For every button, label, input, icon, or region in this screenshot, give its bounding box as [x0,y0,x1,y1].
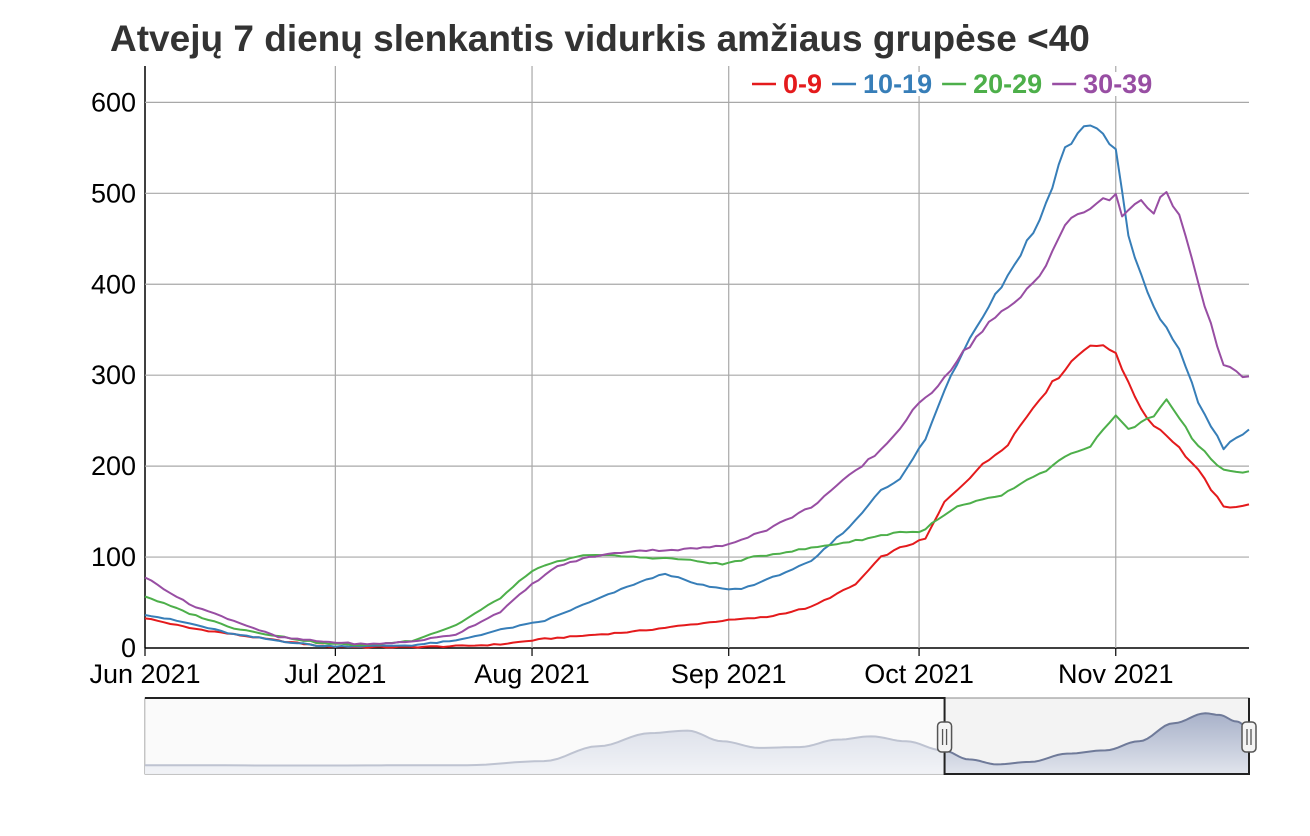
series-line-20-29 [144,398,1250,647]
series-line-0-9 [144,344,1250,649]
series-lines [144,124,1250,649]
y-tick-label: 0 [121,633,136,663]
legend-background [748,72,1245,96]
navigator-unselected-mask [145,698,945,774]
legend-label: 0-9 [783,69,822,99]
x-tick-label: Oct 2021 [864,659,974,689]
range-navigator[interactable] [144,697,1257,775]
x-tick-label: Aug 2021 [474,659,590,689]
x-axis: Jun 2021 Jul 2021 Aug 2021 Sep 2021 Oct 2021… [89,648,1174,689]
x-tick-label: Sep 2021 [671,659,787,689]
legend[interactable]: 0-9 10-19 20-29 30-39 [748,69,1245,99]
x-tick-label: Jun 2021 [89,659,200,689]
navigator-handle-left[interactable] [936,721,953,753]
series-line-10-19 [144,124,1250,648]
y-tick-label: 200 [91,451,136,481]
x-tick-label: Nov 2021 [1058,659,1174,689]
series-line-30-39 [144,191,1250,646]
x-tick-label: Jul 2021 [284,659,386,689]
legend-item-20-29[interactable]: 20-29 [942,69,1042,99]
y-tick-label: 400 [91,269,136,299]
chart-title: Atvejų 7 dienų slenkantis vidurkis amžia… [110,18,1090,59]
legend-label: 20-29 [973,69,1042,99]
legend-label: 30-39 [1083,69,1152,99]
grid-lines [144,66,1249,649]
legend-item-10-19[interactable]: 10-19 [832,69,932,99]
y-axis: 0 100 200 300 400 500 600 [91,87,136,663]
y-tick-label: 600 [91,87,136,117]
navigator-handle-right[interactable] [1241,721,1257,753]
legend-label: 10-19 [863,69,932,99]
y-tick-label: 300 [91,360,136,390]
legend-item-0-9[interactable]: 0-9 [752,69,822,99]
handle-body[interactable] [936,721,953,753]
legend-item-30-39[interactable]: 30-39 [1052,69,1152,99]
handle-body[interactable] [1241,721,1257,753]
y-tick-label: 500 [91,178,136,208]
y-tick-label: 100 [91,542,136,572]
